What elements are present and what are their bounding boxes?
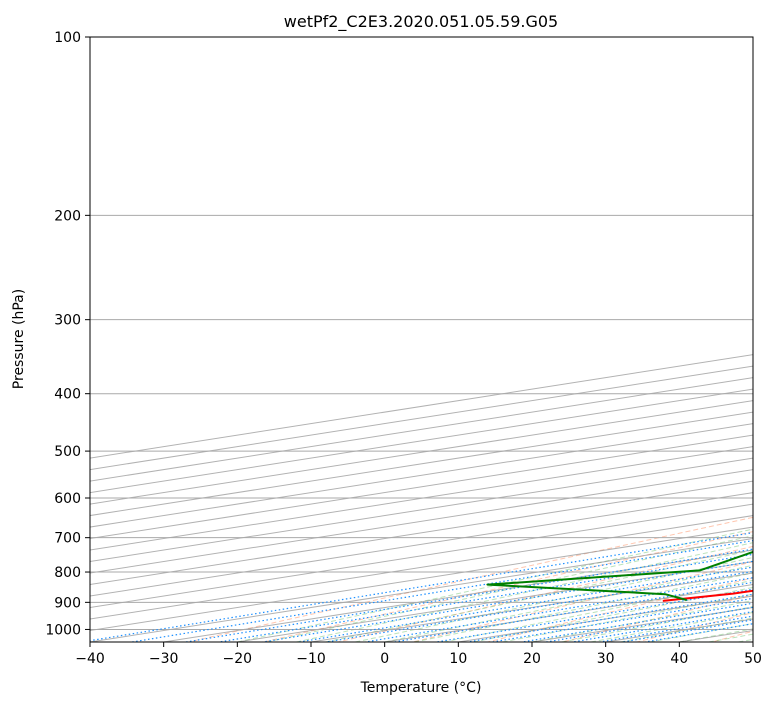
x-tick-label: 20 xyxy=(523,651,541,667)
dry-adiabat xyxy=(487,577,753,642)
isotherm xyxy=(90,354,753,459)
mixing-ratio-line xyxy=(299,566,753,642)
isotherm xyxy=(679,629,753,642)
isotherm xyxy=(90,400,753,505)
x-tick-label: −30 xyxy=(149,651,179,667)
isotherm xyxy=(90,480,753,586)
x-tick-label: −20 xyxy=(223,651,253,667)
mixing-ratio-line xyxy=(365,577,753,642)
mixing-ratio-line xyxy=(572,611,753,642)
y-tick-label: 300 xyxy=(54,313,81,329)
y-tick-label: 500 xyxy=(54,444,81,460)
mixing-ratio-line xyxy=(131,539,753,642)
plot-series xyxy=(486,550,753,602)
moist-adiabat xyxy=(473,586,753,642)
dry-adiabat xyxy=(188,516,753,642)
isotherm xyxy=(384,584,753,642)
isotherm xyxy=(90,492,753,597)
moist-adiabat xyxy=(414,572,753,642)
y-tick-label: 1000 xyxy=(45,622,81,638)
y-tick-label: 100 xyxy=(54,30,81,46)
isotherm xyxy=(90,446,753,551)
temperature-profile xyxy=(662,589,753,602)
moist-adiabat xyxy=(531,600,753,642)
x-tick-label: −10 xyxy=(296,651,326,667)
x-tick-label: 30 xyxy=(597,651,615,667)
y-tick-label: 600 xyxy=(54,491,81,507)
x-tick-label: 0 xyxy=(380,651,389,667)
isotherm xyxy=(90,515,753,620)
isotherm xyxy=(90,423,753,528)
moist-adiabat xyxy=(325,549,753,642)
isotherm xyxy=(90,411,753,517)
y-tick-label: 700 xyxy=(54,531,81,547)
isotherm xyxy=(458,595,753,642)
moist-adiabat xyxy=(649,622,753,642)
isotherm xyxy=(237,561,753,642)
mixing-ratio-line xyxy=(546,606,753,642)
moist-adiabat xyxy=(237,528,753,642)
chart-title: wetPf2_C2E3.2020.051.05.59.G05 xyxy=(284,12,558,32)
mixing-ratio-line xyxy=(467,593,753,642)
isotherm xyxy=(90,365,753,471)
isotherm xyxy=(90,469,753,574)
moist-adiabat xyxy=(561,606,753,642)
dry-adiabat xyxy=(636,612,753,642)
plot-frame xyxy=(89,36,754,643)
y-tick-label: 800 xyxy=(54,565,81,581)
dry-adiabat xyxy=(338,545,753,642)
y-tick-label: 400 xyxy=(54,387,81,403)
moist-adiabat xyxy=(355,557,753,642)
moist-adiabat xyxy=(708,633,753,642)
isotherm xyxy=(90,526,753,632)
isotherm xyxy=(90,388,753,494)
isotherm xyxy=(752,641,753,642)
x-tick-label: 40 xyxy=(670,651,688,667)
x-tick-label: 10 xyxy=(449,651,467,667)
y-tick-label: 900 xyxy=(54,595,81,611)
x-tick-label: −40 xyxy=(75,651,105,667)
y-axis: 100 200 300 400 500 600 700 800 900 1000 xyxy=(45,30,90,638)
isotherm xyxy=(90,457,753,563)
x-tick-label: 50 xyxy=(744,651,762,667)
isotherm xyxy=(90,503,753,609)
mixing-ratio-line xyxy=(645,623,753,642)
x-axis-label: Temperature (°C) xyxy=(360,680,482,696)
y-axis-label: Pressure (hPa) xyxy=(11,289,27,389)
y-tick-label: 200 xyxy=(54,208,81,224)
mixing-ratio-line xyxy=(492,597,753,642)
isotherm xyxy=(90,434,753,540)
isotherm xyxy=(310,572,753,642)
mixing-ratio-line xyxy=(436,588,753,642)
moist-adiabat xyxy=(384,564,753,642)
dry-adiabat xyxy=(263,531,753,642)
isotherm xyxy=(90,538,753,642)
x-axis: −40 −30 −20 −10 0 10 20 30 40 50 xyxy=(75,642,762,667)
isotherm xyxy=(90,377,753,482)
moist-adiabat xyxy=(738,638,753,642)
plot-area xyxy=(90,37,753,642)
dry-adiabat xyxy=(412,561,753,642)
